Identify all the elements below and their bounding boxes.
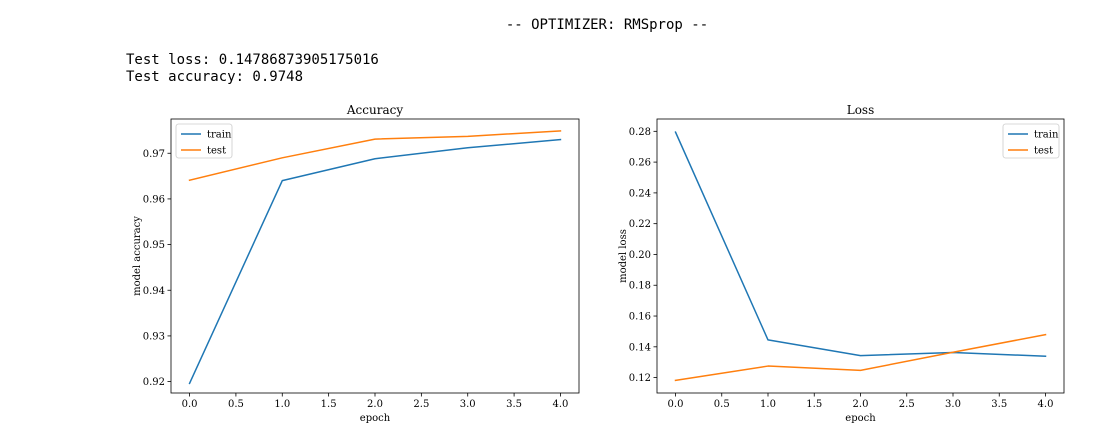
chart-0-frame [170, 118, 580, 394]
chart-1-group: Loss 0.0 0.5 1.0 1.5 2.0 2.5 3.0 3.5 4.0 0.12 0.14 0… [618, 103, 1065, 424]
chart-1-series-train-line [674, 131, 1047, 357]
chart-0-ytick-label: 0.94 [143, 286, 165, 297]
chart-0-xtick-label: 0.0 [182, 399, 198, 410]
chart-1-xtick-label: 1.0 [760, 399, 776, 410]
chart-1-ytick-label: 0.16 [629, 312, 651, 323]
chart-1-ytick-label: 0.20 [629, 250, 651, 261]
chart-0-ytick-label: 0.95 [143, 240, 165, 251]
chart-1-ytick-label: 0.18 [629, 281, 651, 292]
chart-0-xtick-label: 2.5 [413, 399, 429, 410]
chart-1-xtick-label: 2.5 [899, 399, 915, 410]
chart-0-xtick-label: 3.0 [460, 399, 476, 410]
chart-0-legend: train test [175, 123, 233, 159]
chart-0-ytick-label: 0.92 [143, 377, 165, 388]
chart-1-ytick-label: 0.12 [629, 373, 651, 384]
chart-0-ytick-label: 0.96 [143, 194, 165, 205]
optimizer-title: -- OPTIMIZER: RMSprop -- [505, 17, 709, 33]
chart-0-legend-label-train: train [207, 130, 232, 141]
chart-0-ytick-label: 0.93 [143, 331, 165, 342]
chart-1-xtick-label: 3.0 [945, 399, 961, 410]
chart-0-xtick-label: 1.5 [321, 399, 337, 410]
chart-1-ytick-label: 0.14 [629, 342, 651, 353]
chart-1-xtick-label: 4.0 [1038, 399, 1054, 410]
chart-1-xtick-label: 1.5 [806, 399, 822, 410]
chart-0-ylabel: model accuracy [132, 216, 143, 296]
chart-1-ylabel: model loss [618, 229, 629, 283]
chart-1-title: Loss [847, 103, 875, 117]
chart-1-ytick-label: 0.26 [629, 158, 651, 169]
chart-1-legend: train test [1002, 123, 1060, 159]
chart-0-xtick-label: 4.0 [553, 399, 569, 410]
chart-0-series-test-line [188, 130, 562, 182]
test-loss-text: Test loss: 0.14786873905175016 [126, 52, 379, 68]
test-accuracy-text: Test accuracy: 0.9748 [126, 69, 304, 85]
chart-1-legend-label-test: test [1034, 146, 1053, 157]
chart-1-xtick-label: 2.0 [853, 399, 869, 410]
chart-0-group: Accuracy 0.0 0.5 1.0 1.5 2.0 2.5 3.0 3.5 4.0 0.92 0… [132, 103, 580, 424]
chart-1-xtick-label: 0.5 [714, 399, 730, 410]
chart-1-ytick-label: 0.22 [629, 219, 651, 230]
chart-0-xtick-label: 0.5 [228, 399, 244, 410]
chart-1-frame [656, 118, 1065, 394]
chart-0-legend-label-test: test [207, 146, 226, 157]
chart-1-series-test-line [674, 333, 1047, 382]
chart-1-xlabel: epoch [845, 413, 876, 424]
chart-1-legend-label-train: train [1034, 130, 1059, 141]
chart-0-series-train-line [188, 138, 562, 385]
chart-0-xtick-label: 3.5 [506, 399, 522, 410]
chart-1-xtick-label: 0.0 [668, 399, 684, 410]
chart-1-ytick-label: 0.28 [629, 127, 651, 138]
chart-1-ytick-label: 0.24 [629, 188, 651, 199]
chart-0-ytick-label: 0.97 [143, 149, 165, 160]
chart-0-title: Accuracy [346, 103, 403, 117]
chart-0-xtick-label: 1.0 [274, 399, 290, 410]
chart-0-xlabel: epoch [360, 413, 391, 424]
chart-0-xtick-label: 2.0 [367, 399, 383, 410]
chart-1-xtick-label: 3.5 [991, 399, 1007, 410]
